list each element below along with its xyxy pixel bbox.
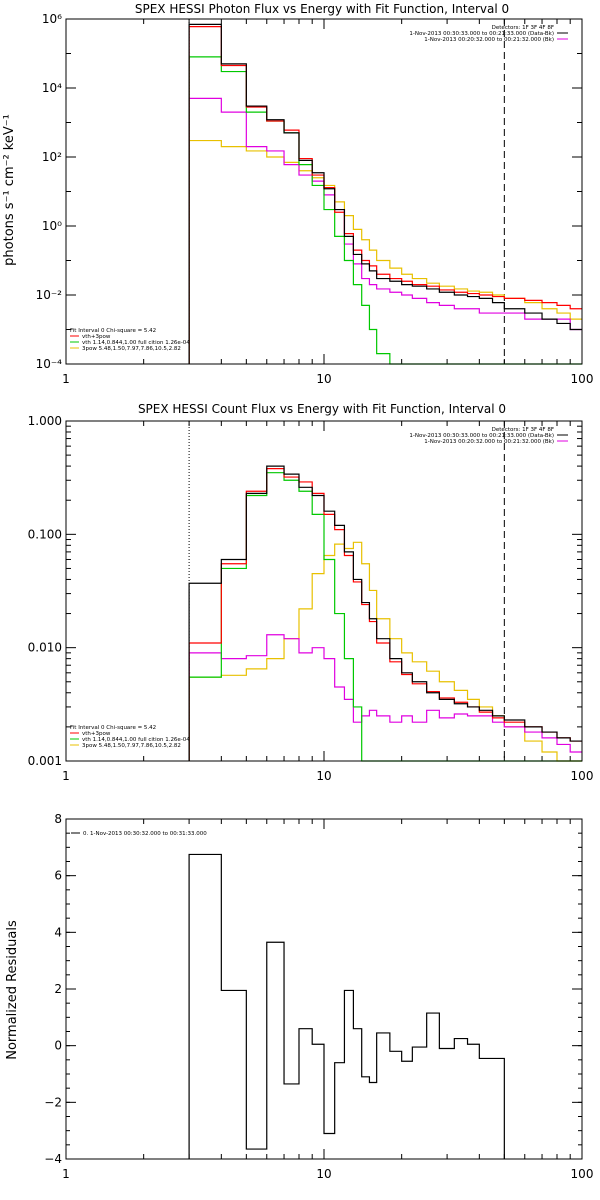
count-flux-frame [65, 420, 583, 762]
y-tick-label: 10⁰ [42, 219, 62, 233]
y-tick-label: 2 [54, 982, 62, 996]
y-tick-label: 10⁻² [36, 288, 63, 302]
photon-flux-detector-legend: Detectors: 1F 3F 4F 8F1-Nov-2013 00:30:3… [409, 25, 568, 43]
series-line [188, 472, 582, 762]
x-tick-label: 100 [571, 769, 594, 783]
count-flux-series [188, 465, 582, 762]
series-line [188, 465, 582, 761]
y-tick-label: −4 [44, 1152, 62, 1166]
y-tick-label: 4 [54, 925, 62, 939]
fit-legend-text: Fit Interval 0 Chi-square = 5.42 [70, 725, 156, 731]
x-tick-label: 100 [571, 1167, 594, 1181]
x-tick-label: 1 [62, 769, 70, 783]
x-tick-label: 10 [316, 372, 331, 386]
fit-legend-text: vth 1.14,0.844,1.00 full cition 1.26e-04 [82, 340, 190, 346]
legend-text: Detectors: 1F 3F 4F 8F [492, 25, 554, 31]
fit-legend-text: 3pow 5.48,1.50,7.97,7.86,10.5,2.82 [82, 346, 181, 352]
x-tick-label: 1 [62, 1167, 70, 1181]
series-line [188, 468, 582, 761]
y-tick-label: 10⁴ [42, 81, 62, 95]
series-line [188, 97, 582, 364]
photon-flux-grid: 1 10 100 10⁻⁴ 10⁻² 10⁰ 10² 10⁴ 10⁶ [36, 12, 594, 386]
x-tick-label: 1 [62, 372, 70, 386]
y-tick-label: 0.010 [28, 641, 62, 655]
count-flux-panel: SPEX HESSI Count Flux vs Energy with Fit… [28, 402, 594, 783]
y-tick-label: 10² [42, 150, 62, 164]
fit-legend-text: vth+3pow [82, 334, 111, 340]
count-flux-markers [188, 421, 505, 761]
residuals-frame [65, 818, 583, 1160]
count-flux-fit-legend: Fit Interval 0 Chi-square = 5.42vth+3pow… [70, 725, 190, 749]
legend-text: 1-Nov-2013 00:30:33.000 to 00:21:33.000 … [409, 31, 554, 37]
series-line [188, 26, 582, 364]
residuals-y-label: Normalized Residuals [5, 920, 20, 1060]
y-tick-label: −2 [44, 1095, 62, 1109]
photon-flux-frame [65, 18, 583, 365]
photon-flux-y-label: photons s⁻¹ cm⁻² keV⁻¹ [2, 114, 17, 266]
legend-text: 1-Nov-2013 00:20:32.000 to 00:21:32.000 … [424, 439, 554, 445]
legend-text: 0. 1-Nov-2013 00:30:32.000 to 00:31:33.0… [83, 831, 207, 837]
y-tick-label: 1.000 [28, 414, 62, 428]
series-line [188, 23, 582, 364]
residuals-legend: 0. 1-Nov-2013 00:30:32.000 to 00:31:33.0… [71, 831, 207, 837]
fit-legend-text: vth+3pow [82, 731, 111, 737]
photon-flux-title: SPEX HESSI Photon Flux vs Energy with Fi… [135, 2, 509, 16]
x-tick-label: 10 [316, 1167, 331, 1181]
y-tick-label: 0.001 [28, 754, 62, 768]
legend-text: 1-Nov-2013 00:30:33.000 to 00:21:33.000 … [409, 433, 554, 439]
y-tick-label: 6 [54, 869, 62, 883]
count-flux-title: SPEX HESSI Count Flux vs Energy with Fit… [138, 402, 506, 416]
residuals-panel: Normalized Residuals 1 10 100 −4 −2 0 2 4 6 8 0. … [5, 812, 593, 1181]
y-tick-label: 0 [54, 1039, 62, 1053]
fit-legend-text: vth 1.14,0.844,1.00 full cition 1.26e-04 [82, 737, 190, 743]
series-line [188, 139, 582, 364]
series-line [188, 56, 582, 365]
fit-legend-text: 3pow 5.48,1.50,7.97,7.86,10.5,2.82 [82, 743, 181, 749]
y-tick-label: 10⁶ [42, 12, 62, 26]
photon-flux-fit-legend: Fit Interval 0 Chi-square = 5.42vth+3pow… [70, 328, 190, 352]
photon-flux-series [188, 23, 582, 365]
y-tick-label: 10⁻⁴ [36, 357, 63, 371]
x-tick-label: 100 [571, 372, 594, 386]
count-flux-detector-legend: Detectors: 1F 3F 4F 8F1-Nov-2013 00:30:3… [409, 427, 568, 445]
x-tick-label: 10 [316, 769, 331, 783]
residuals-grid: 1 10 100 −4 −2 0 2 4 6 8 [44, 812, 593, 1181]
series-line [188, 634, 582, 761]
legend-text: Detectors: 1F 3F 4F 8F [492, 427, 554, 433]
series-line [188, 853, 505, 1159]
residuals-series [188, 853, 505, 1159]
y-tick-label: 8 [54, 812, 62, 826]
photon-flux-panel: SPEX HESSI Photon Flux vs Energy with Fi… [2, 2, 593, 386]
photon-flux-markers [188, 19, 505, 364]
series-line [188, 541, 582, 762]
y-tick-label: 0.100 [28, 527, 62, 541]
legend-text: 1-Nov-2013 00:20:32.000 to 00:21:32.000 … [424, 37, 554, 43]
fit-legend-text: Fit Interval 0 Chi-square = 5.42 [70, 328, 156, 334]
